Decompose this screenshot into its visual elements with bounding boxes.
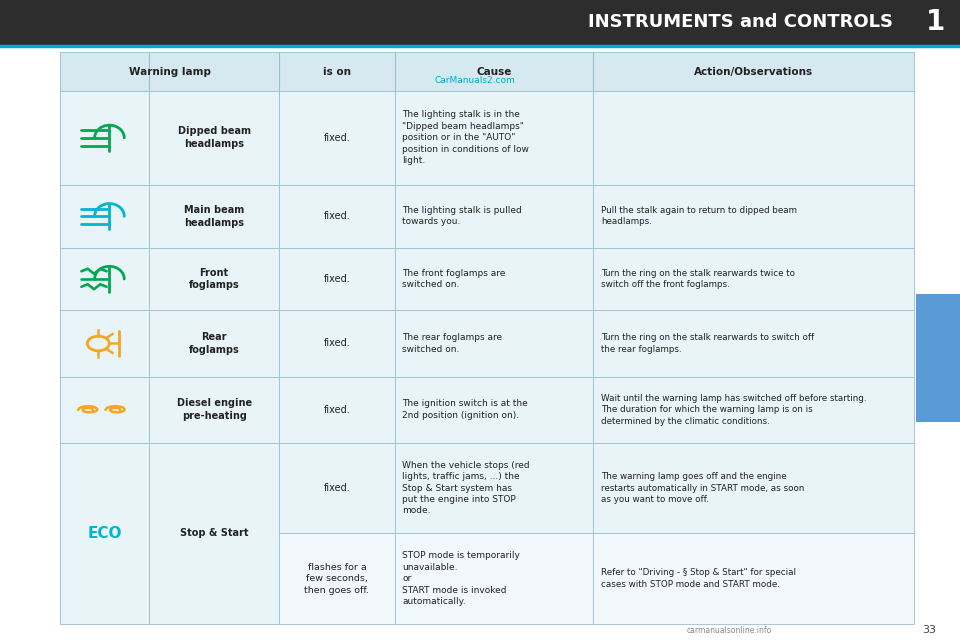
Text: Dipped beam
headlamps: Dipped beam headlamps (178, 127, 251, 149)
FancyBboxPatch shape (395, 533, 593, 624)
FancyBboxPatch shape (149, 248, 279, 310)
FancyBboxPatch shape (593, 533, 914, 624)
FancyBboxPatch shape (279, 376, 395, 443)
FancyBboxPatch shape (593, 310, 914, 376)
Text: Main beam
headlamps: Main beam headlamps (184, 205, 244, 228)
FancyBboxPatch shape (395, 376, 593, 443)
Text: Wait until the warning lamp has switched off before starting.
The duration for w: Wait until the warning lamp has switched… (601, 394, 867, 426)
Text: Turn the ring on the stalk rearwards to switch off
the rear foglamps.: Turn the ring on the stalk rearwards to … (601, 333, 814, 354)
FancyBboxPatch shape (279, 310, 395, 376)
FancyBboxPatch shape (149, 443, 279, 624)
Text: Diesel engine
pre-heating: Diesel engine pre-heating (177, 398, 252, 421)
Text: ECO: ECO (87, 526, 122, 541)
FancyBboxPatch shape (279, 185, 395, 248)
Text: Front
foglamps: Front foglamps (189, 268, 239, 291)
Text: The rear foglamps are
switched on.: The rear foglamps are switched on. (402, 333, 502, 354)
FancyBboxPatch shape (279, 248, 395, 310)
Text: Rear
foglamps: Rear foglamps (189, 332, 239, 355)
Text: Pull the stalk again to return to dipped beam
headlamps.: Pull the stalk again to return to dipped… (601, 206, 797, 227)
Text: Warning lamp: Warning lamp (129, 67, 211, 77)
FancyBboxPatch shape (60, 52, 914, 91)
Text: The front foglamps are
switched on.: The front foglamps are switched on. (402, 269, 506, 289)
Text: carmanualsonline.info: carmanualsonline.info (687, 626, 772, 635)
Text: fixed.: fixed. (324, 339, 350, 348)
Text: Turn the ring on the stalk rearwards twice to
switch off the front foglamps.: Turn the ring on the stalk rearwards twi… (601, 269, 795, 289)
Text: 33: 33 (922, 625, 936, 635)
FancyBboxPatch shape (60, 248, 149, 310)
FancyBboxPatch shape (593, 443, 914, 533)
Text: Stop & Start: Stop & Start (180, 529, 249, 538)
Text: The ignition switch is at the
2nd position (ignition on).: The ignition switch is at the 2nd positi… (402, 399, 528, 420)
Text: is on: is on (323, 67, 351, 77)
Text: INSTRUMENTS and CONTROLS: INSTRUMENTS and CONTROLS (588, 13, 893, 31)
FancyBboxPatch shape (60, 310, 149, 376)
Text: The warning lamp goes off and the engine
restarts automatically in START mode, a: The warning lamp goes off and the engine… (601, 472, 804, 504)
Text: fixed.: fixed. (324, 274, 350, 284)
Text: Cause: Cause (476, 67, 512, 77)
Text: The lighting stalk is in the
"Dipped beam headlamps"
position or in the "AUTO"
p: The lighting stalk is in the "Dipped bea… (402, 111, 529, 165)
FancyBboxPatch shape (395, 310, 593, 376)
Text: CarManuals2.com: CarManuals2.com (434, 76, 516, 85)
FancyBboxPatch shape (60, 91, 149, 185)
FancyBboxPatch shape (395, 185, 593, 248)
FancyBboxPatch shape (395, 248, 593, 310)
FancyBboxPatch shape (279, 443, 395, 533)
Text: STOP mode is temporarily
unavailable.
or
START mode is invoked
automatically.: STOP mode is temporarily unavailable. or… (402, 551, 520, 606)
Text: 1: 1 (926, 8, 946, 36)
Text: fixed.: fixed. (324, 133, 350, 143)
Text: fixed.: fixed. (324, 483, 350, 493)
Text: fixed.: fixed. (324, 211, 350, 221)
FancyBboxPatch shape (60, 443, 149, 624)
FancyBboxPatch shape (593, 248, 914, 310)
FancyBboxPatch shape (60, 376, 149, 443)
Text: Refer to "Driving - § Stop & Start" for special
cases with STOP mode and START m: Refer to "Driving - § Stop & Start" for … (601, 568, 796, 589)
FancyBboxPatch shape (916, 294, 960, 422)
FancyBboxPatch shape (395, 443, 593, 533)
FancyBboxPatch shape (593, 376, 914, 443)
FancyBboxPatch shape (149, 376, 279, 443)
FancyBboxPatch shape (149, 91, 279, 185)
Text: flashes for a
few seconds,
then goes off.: flashes for a few seconds, then goes off… (304, 563, 370, 595)
FancyBboxPatch shape (279, 533, 395, 624)
FancyBboxPatch shape (279, 91, 395, 185)
Text: The lighting stalk is pulled
towards you.: The lighting stalk is pulled towards you… (402, 206, 522, 227)
Text: fixed.: fixed. (324, 404, 350, 415)
Text: When the vehicle stops (red
lights, traffic jams, ...) the
Stop & Start system h: When the vehicle stops (red lights, traf… (402, 461, 530, 515)
FancyBboxPatch shape (395, 91, 593, 185)
Text: Action/Observations: Action/Observations (694, 67, 813, 77)
FancyBboxPatch shape (0, 0, 960, 45)
FancyBboxPatch shape (593, 91, 914, 185)
FancyBboxPatch shape (593, 185, 914, 248)
FancyBboxPatch shape (149, 310, 279, 376)
FancyBboxPatch shape (149, 185, 279, 248)
FancyBboxPatch shape (60, 185, 149, 248)
